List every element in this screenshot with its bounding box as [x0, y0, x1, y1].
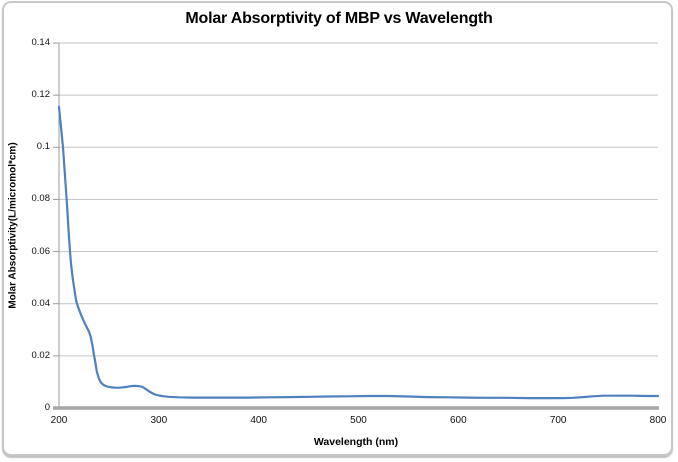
x-tick-label: 500 — [350, 415, 367, 426]
chart-title: Molar Absorptivity of MBP vs Wavelength — [185, 10, 493, 27]
axes — [53, 42, 659, 410]
x-tick-label: 400 — [250, 415, 267, 426]
y-tick-label: 0.02 — [31, 349, 51, 361]
gridlines — [59, 42, 658, 357]
y-tick-label: 0.1 — [36, 141, 50, 153]
y-tick-label: 0.08 — [31, 193, 51, 205]
y-tick-label: 0 — [44, 402, 50, 413]
x-axis-title: Wavelength (nm) — [313, 436, 399, 448]
y-tick-label: 0.04 — [31, 297, 51, 309]
x-tick-label: 300 — [150, 415, 168, 426]
y-tick-label: 0.06 — [31, 245, 51, 257]
series-line-mbp — [57, 105, 660, 400]
series-line — [57, 105, 660, 400]
y-tick-label: 0.14 — [31, 37, 51, 48]
x-tick-label: 600 — [449, 415, 467, 426]
chart-area-frame — [2, 1, 673, 456]
y-axis-title: Molar Absorptivity(L/micromol*cm) — [7, 142, 19, 309]
x-tick-label: 800 — [649, 415, 667, 426]
x-tick-label: 200 — [50, 415, 68, 426]
x-tick-label: 700 — [549, 415, 567, 426]
y-tick-label: 0.12 — [31, 89, 51, 101]
